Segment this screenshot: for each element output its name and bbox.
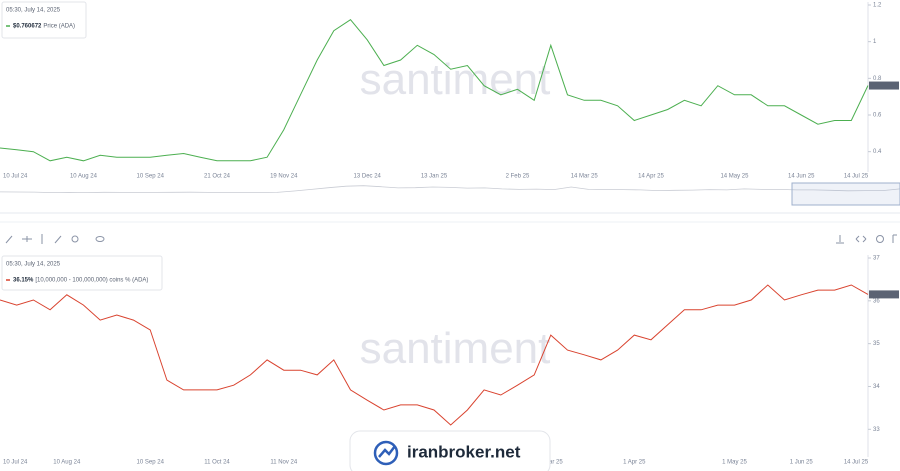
tool-download[interactable] bbox=[836, 235, 844, 244]
y-tick-label: 0.8 bbox=[873, 76, 882, 82]
y-tick-label: 37 bbox=[873, 256, 880, 262]
tool-line[interactable] bbox=[5, 235, 13, 244]
x-tick-label: 10 Jul 24 bbox=[3, 460, 28, 466]
brand-icon-arrow bbox=[378, 445, 396, 458]
y-tick-label: 0.4 bbox=[873, 149, 882, 155]
x-tick-label: 10 Aug 24 bbox=[70, 174, 98, 180]
watermark: santiment bbox=[360, 324, 551, 373]
x-tick-label: 19 Nov 24 bbox=[270, 174, 298, 180]
tool-hline[interactable] bbox=[22, 236, 32, 242]
series-line bbox=[0, 19, 869, 162]
x-tick-label: 10 Jul 24 bbox=[3, 174, 28, 180]
x-tick-label: 14 Apr 25 bbox=[638, 174, 664, 180]
legend-box bbox=[1, 1, 87, 39]
y-tick-label: 1 bbox=[873, 39, 877, 45]
current-value-badge bbox=[869, 81, 899, 90]
legend-value: $0.760672 bbox=[13, 24, 42, 30]
tool-ray[interactable] bbox=[54, 235, 62, 244]
navigator-window bbox=[791, 182, 900, 206]
y-tick-label: 36 bbox=[873, 298, 880, 304]
x-tick-label: 10 Sep 24 bbox=[137, 460, 165, 466]
tool-eye[interactable] bbox=[95, 236, 105, 242]
y-tick-label: 0.6 bbox=[873, 113, 882, 119]
x-tick-label: 14 May 25 bbox=[720, 174, 749, 180]
tool-fullscreen[interactable] bbox=[892, 234, 897, 243]
x-tick-label: 11 Oct 24 bbox=[204, 460, 230, 466]
y-tick-label: 35 bbox=[873, 341, 880, 347]
legend-date: 05:30, July 14, 2025 bbox=[6, 8, 61, 14]
tool-embed[interactable] bbox=[855, 235, 867, 243]
x-tick-label: 14 Jun 25 bbox=[788, 174, 815, 180]
y-tick-label: 1.2 bbox=[873, 3, 882, 9]
x-tick-label: 1 Apr 25 bbox=[623, 460, 646, 466]
series-line bbox=[0, 284, 869, 426]
navigator-line bbox=[0, 185, 900, 194]
brand-badge: iranbroker.net bbox=[349, 430, 551, 471]
holders-chart: 33 34 35 36 37 10 Jul 24 10 Aug 24 10 Sep 24 11 … bbox=[0, 255, 899, 466]
x-tick-label: 14 Mar 25 bbox=[571, 174, 599, 180]
x-tick-label: 13 Jan 25 bbox=[421, 174, 448, 180]
tool-settings[interactable] bbox=[876, 235, 884, 243]
legend-box bbox=[1, 255, 163, 291]
x-tick-label: 21 Oct 24 bbox=[204, 174, 231, 180]
y-tick-label: 33 bbox=[873, 427, 880, 433]
x-tick-label: 14 Jul 25 bbox=[844, 174, 869, 180]
x-tick-label: 13 Dec 24 bbox=[354, 174, 382, 180]
current-value-badge bbox=[869, 290, 899, 299]
price-chart: 0.4 0.6 0.8 1 1.2 10 Jul 24 10 Aug 24 10 Sep 24… bbox=[0, 1, 900, 206]
x-tick-label: 10 Sep 24 bbox=[137, 174, 165, 180]
x-tick-label: 2 Feb 25 bbox=[506, 174, 530, 180]
x-tick-label: 1 May 25 bbox=[722, 460, 747, 466]
x-tick-label: 1 Jun 25 bbox=[790, 460, 814, 466]
y-tick-label: 34 bbox=[873, 384, 880, 390]
x-tick-label: 14 Jul 25 bbox=[844, 460, 869, 466]
x-tick-label: 1 Mar 25 bbox=[539, 460, 563, 466]
x-tick-label: 11 Nov 24 bbox=[270, 460, 298, 466]
brand-box bbox=[349, 430, 551, 471]
x-tick-label: 10 Aug 24 bbox=[53, 460, 81, 466]
legend-date: 05:30, July 14, 2025 bbox=[6, 262, 61, 268]
tool-circle[interactable] bbox=[71, 235, 79, 243]
brand-icon bbox=[373, 440, 399, 466]
brand-name: iranbroker.net bbox=[407, 442, 521, 461]
watermark: santiment bbox=[360, 55, 551, 104]
legend-name: [10,000,000 - 100,000,000) coins % (ADA) bbox=[35, 278, 148, 284]
legend-name: Price (ADA) bbox=[43, 24, 75, 30]
legend-value: 36.15% bbox=[13, 278, 34, 284]
toolbar bbox=[5, 234, 897, 244]
